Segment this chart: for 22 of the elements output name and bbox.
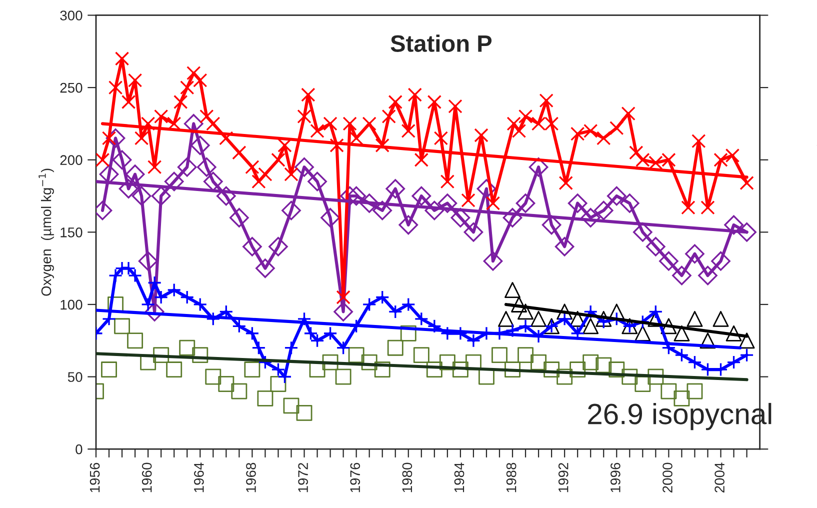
y-tick-label: 150 [60,227,82,238]
y-tick-label: 0 [76,444,82,454]
x-tick-label: 1956 [90,462,100,492]
x-tick-label: 1960 [142,462,152,492]
x-tick-label: 1996 [610,462,620,492]
x-tick-label: 2004 [714,462,724,492]
x-tick-label: 2000 [662,462,672,492]
x-tick-label: 1968 [246,462,256,492]
y-axis-title: Oxygen (µmol kg$^{−1}$) [38,168,54,296]
x-tick-label: 1988 [506,462,516,492]
annotation: Station P [390,34,492,52]
x-tick-label: 1992 [558,462,568,492]
y-tick-label: 250 [60,82,82,93]
y-tick-label: 50 [68,372,82,382]
y-tick-label: 300 [60,10,82,20]
x-tick-label: 1964 [194,462,204,492]
x-tick-label: 1976 [350,462,360,492]
y-tick-label: 200 [60,155,82,166]
y-tick-label: 100 [60,300,82,310]
x-tick-label: 1972 [298,462,308,492]
x-tick-label: 1980 [402,462,412,492]
x-tick-label: 1984 [454,462,464,492]
